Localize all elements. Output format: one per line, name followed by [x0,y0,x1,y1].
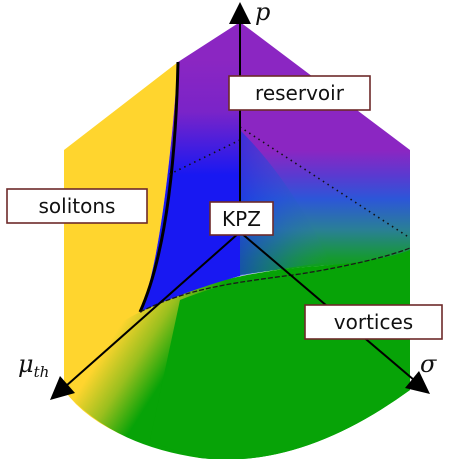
kpz-region [140,22,240,312]
solitons-label-box: solitons [6,188,148,224]
kpz-blend [240,130,330,276]
solitons-label: solitons [39,194,116,218]
sigma-axis-label: σ [420,350,437,378]
mu-axis-label: μth [18,350,49,381]
reservoir-label-box: reservoir [228,75,371,111]
kpz-label: KPZ [222,207,261,231]
dotted-line-left [167,139,241,176]
p-axis-arrowhead [229,2,251,24]
sigma-axis-arrowhead [405,371,430,394]
solitons-boundary [138,61,180,313]
dotted-line-right [239,126,411,239]
vortices-label: vortices [334,310,413,334]
mu-axis [65,231,241,387]
reservoir-label: reservoir [255,81,345,105]
mu-axis-arrowhead [50,376,75,400]
kpz-vortices-boundary [139,247,411,313]
kpz-label-box: KPZ [209,201,274,236]
vortices-right-fill [150,245,410,459]
p-axis-label: p [255,0,270,26]
vortices-label-box: vortices [304,304,443,340]
